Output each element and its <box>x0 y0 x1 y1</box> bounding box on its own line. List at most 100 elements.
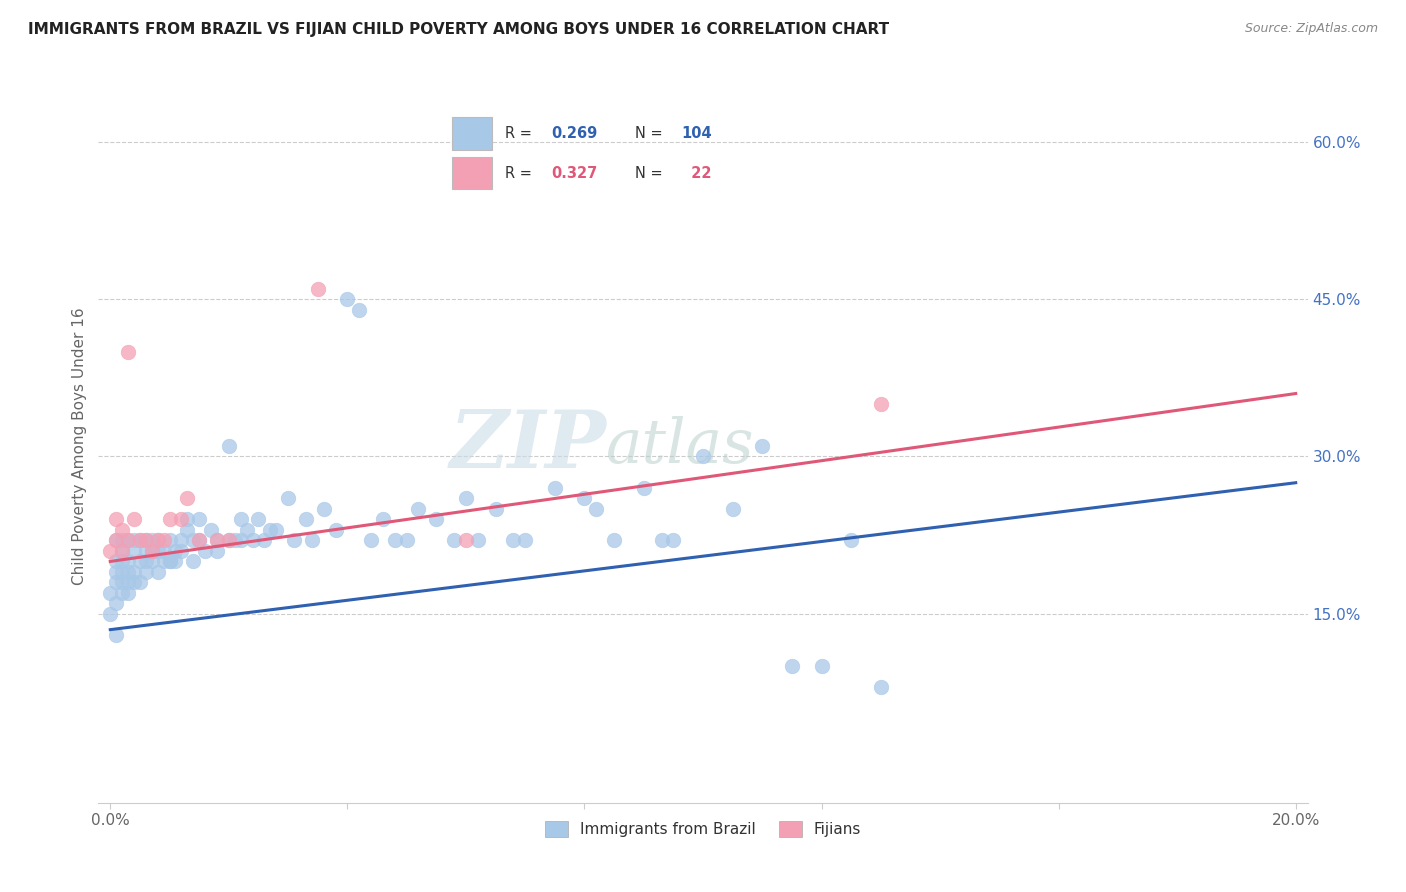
Text: 22: 22 <box>681 166 711 181</box>
Point <box>152 554 174 568</box>
Point <box>347 302 370 317</box>
Point <box>170 544 193 558</box>
FancyBboxPatch shape <box>453 118 492 150</box>
Point <box>235 523 257 537</box>
Text: N =: N = <box>634 166 666 181</box>
Point <box>135 544 157 558</box>
Point <box>650 533 672 548</box>
Point <box>515 533 537 548</box>
Point <box>721 502 744 516</box>
Point <box>122 533 145 548</box>
Point <box>277 491 299 506</box>
Point <box>751 439 773 453</box>
Point <box>253 533 276 548</box>
Point <box>122 565 145 579</box>
Point <box>98 607 121 621</box>
Point <box>218 439 240 453</box>
Point <box>301 533 323 548</box>
Point <box>122 512 145 526</box>
Legend: Immigrants from Brazil, Fijians: Immigrants from Brazil, Fijians <box>537 814 869 845</box>
Point <box>135 533 157 548</box>
Point <box>165 544 187 558</box>
Point <box>141 544 163 558</box>
Point <box>105 628 128 642</box>
Point <box>111 586 134 600</box>
Point <box>181 533 204 548</box>
Point <box>395 533 418 548</box>
Point <box>111 544 134 558</box>
Point <box>129 554 152 568</box>
Point <box>105 533 128 548</box>
Y-axis label: Child Poverty Among Boys Under 16: Child Poverty Among Boys Under 16 <box>72 307 87 585</box>
Point <box>122 575 145 590</box>
Point <box>218 533 240 548</box>
Point <box>454 491 477 506</box>
Point <box>170 512 193 526</box>
Point <box>467 533 489 548</box>
Point <box>105 554 128 568</box>
Point <box>117 575 139 590</box>
Point <box>135 554 157 568</box>
Point <box>200 523 222 537</box>
Point <box>229 533 252 548</box>
Point <box>146 533 169 548</box>
Point <box>117 554 139 568</box>
Point <box>141 554 163 568</box>
Point <box>159 512 181 526</box>
Point <box>205 533 228 548</box>
Point <box>443 533 465 548</box>
Point <box>117 533 139 548</box>
Point <box>188 533 211 548</box>
Point <box>544 481 567 495</box>
FancyBboxPatch shape <box>453 157 492 189</box>
Point <box>188 533 211 548</box>
Point <box>780 659 803 673</box>
Text: R =: R = <box>505 166 536 181</box>
Point <box>869 681 891 695</box>
Point <box>98 586 121 600</box>
Point <box>633 481 655 495</box>
Point <box>141 544 163 558</box>
Point <box>205 533 228 548</box>
Point <box>111 554 134 568</box>
Point <box>111 533 134 548</box>
Point <box>135 533 157 548</box>
Point <box>692 450 714 464</box>
Point <box>259 523 281 537</box>
Point <box>122 544 145 558</box>
Point <box>662 533 685 548</box>
Text: ZIP: ZIP <box>450 408 606 484</box>
Point <box>869 397 891 411</box>
Point <box>295 512 318 526</box>
Point <box>176 523 198 537</box>
Point <box>146 533 169 548</box>
Point <box>105 596 128 610</box>
Point <box>111 565 134 579</box>
Point <box>152 544 174 558</box>
Point <box>129 575 152 590</box>
Point <box>810 659 832 673</box>
Point <box>176 491 198 506</box>
Point <box>117 586 139 600</box>
Point <box>218 533 240 548</box>
Point <box>839 533 862 548</box>
Point <box>307 282 329 296</box>
Point <box>152 533 174 548</box>
Point <box>129 533 152 548</box>
Point <box>454 533 477 548</box>
Point <box>170 533 193 548</box>
Point <box>105 512 128 526</box>
Point <box>360 533 382 548</box>
Point <box>425 512 447 526</box>
Text: 0.269: 0.269 <box>551 126 598 141</box>
Point <box>283 533 305 548</box>
Point <box>603 533 626 548</box>
Point <box>312 502 335 516</box>
Point <box>484 502 506 516</box>
Point <box>105 565 128 579</box>
Point <box>408 502 430 516</box>
Point <box>371 512 394 526</box>
Point <box>336 292 359 306</box>
Point <box>159 554 181 568</box>
Point <box>98 544 121 558</box>
